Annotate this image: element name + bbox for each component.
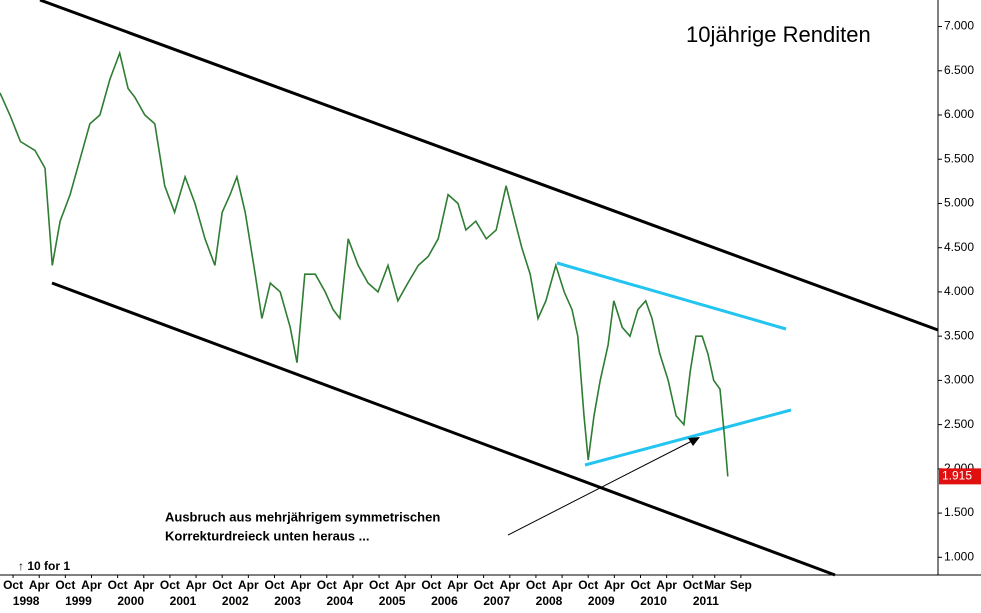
x-tick-label: Apr <box>238 578 259 592</box>
x-tick-label: Oct <box>264 578 284 592</box>
yield-line <box>0 50 729 477</box>
x-year-label: 2001 <box>170 594 197 608</box>
y-tick-label: 5.000 <box>944 196 974 210</box>
channel-upper <box>39 0 939 332</box>
annotation: ↑ 10 for 1 <box>18 559 70 573</box>
y-tick-label: 3.500 <box>944 328 974 342</box>
chart-title: 10jährige Renditen <box>686 22 871 47</box>
arrow-line <box>507 440 693 536</box>
x-tick-label: Mar <box>704 578 726 592</box>
x-tick-label: Sep <box>730 578 752 592</box>
y-tick-label: 7.000 <box>944 19 974 33</box>
y-tick-label: 3.000 <box>944 373 974 387</box>
x-tick-label: Oct <box>108 578 128 592</box>
x-tick-label: Apr <box>656 578 677 592</box>
x-tick-label: Oct <box>55 578 75 592</box>
x-tick-label: Oct <box>212 578 232 592</box>
x-tick-label: Apr <box>343 578 364 592</box>
x-tick-label: Apr <box>29 578 50 592</box>
x-tick-label: Oct <box>3 578 23 592</box>
last-value-label: 1.915 <box>942 469 972 483</box>
x-tick-label: Oct <box>369 578 389 592</box>
x-tick-label: Apr <box>552 578 573 592</box>
x-tick-label: Oct <box>474 578 494 592</box>
x-year-label: 2009 <box>588 594 615 608</box>
x-tick-label: Apr <box>395 578 416 592</box>
x-tick-label: Oct <box>578 578 598 592</box>
x-tick-label: Oct <box>526 578 546 592</box>
y-tick-label: 4.500 <box>944 240 974 254</box>
triangle-upper <box>556 261 787 331</box>
channel-lower <box>51 281 836 577</box>
x-year-label: 1998 <box>13 594 40 608</box>
y-tick-label: 6.500 <box>944 63 974 77</box>
y-tick-label: 6.000 <box>944 107 974 121</box>
x-year-label: 2006 <box>431 594 458 608</box>
annotation: Korrekturdreieck unten heraus ... <box>165 528 369 543</box>
x-tick-label: Oct <box>683 578 703 592</box>
x-tick-label: Apr <box>499 578 520 592</box>
x-tick-label: Apr <box>81 578 102 592</box>
x-year-label: 2003 <box>274 594 301 608</box>
x-year-label: 2007 <box>483 594 510 608</box>
x-tick-label: Oct <box>160 578 180 592</box>
arrow-head <box>688 437 700 446</box>
last-value-box <box>939 468 981 485</box>
y-tick-label: 2.500 <box>944 417 974 431</box>
x-tick-label: Apr <box>186 578 207 592</box>
x-tick-label: Oct <box>630 578 650 592</box>
y-tick-label: 1.500 <box>944 505 974 519</box>
x-tick-label: Apr <box>447 578 468 592</box>
x-tick-label: Apr <box>133 578 154 592</box>
x-year-label: 2002 <box>222 594 249 608</box>
x-year-label: 1999 <box>65 594 92 608</box>
y-tick-label: 5.500 <box>944 151 974 165</box>
x-year-label: 2000 <box>117 594 144 608</box>
x-tick-label: Oct <box>317 578 337 592</box>
x-year-label: 2011 <box>693 594 719 608</box>
triangle-lower <box>584 408 792 467</box>
annotation: Ausbruch aus mehrjährigem symmetrischen <box>165 509 440 524</box>
x-year-label: 2010 <box>640 594 667 608</box>
x-year-label: 2004 <box>327 594 354 608</box>
x-year-label: 2008 <box>536 594 563 608</box>
x-tick-label: Oct <box>421 578 441 592</box>
x-year-label: 2005 <box>379 594 406 608</box>
y-tick-label: 4.000 <box>944 284 974 298</box>
x-tick-label: Apr <box>290 578 311 592</box>
x-tick-label: Apr <box>604 578 625 592</box>
y-tick-label: 1.000 <box>944 549 974 563</box>
